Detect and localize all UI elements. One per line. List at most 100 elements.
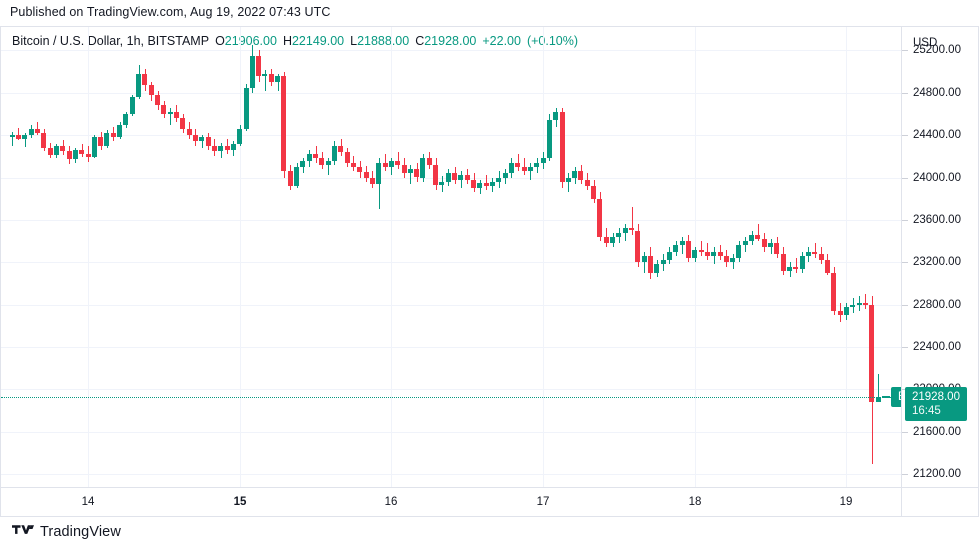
candlestick-body [98,137,103,146]
grid-line-horizontal [1,347,901,348]
candlestick-body [616,232,621,237]
candlestick-wick [625,224,626,242]
legend-high-value: 22149.00 [291,34,345,48]
candlestick-body [749,234,754,242]
candlestick-body [446,173,451,182]
candlestick-body [838,311,843,316]
candlestick-body [79,149,84,155]
legend-low-value: 21888.00 [357,34,410,48]
candlestick-body [332,145,337,161]
time-scale-bottom-border [0,516,979,517]
candlestick-body [806,251,811,256]
candlestick-body [29,128,34,136]
candlestick-body [800,255,805,269]
candlestick-body [673,245,678,252]
current-price-time: 16:45 [912,405,941,417]
candlestick-wick [316,145,317,163]
grid-line-vertical [543,27,544,487]
candlestick-body [187,128,192,136]
grid-line-vertical [846,27,847,487]
candlestick-body [458,175,463,180]
candlestick-body [16,135,21,140]
legend-symbol[interactable]: Bitcoin / U.S. Dollar, 1h, BITSTAMP [12,34,210,48]
candlestick-body [420,158,425,178]
candlestick-body [433,164,438,185]
ticker-badge-btcusd[interactable]: BTCUSD [891,387,901,407]
legend-close-value: 21928.00 [424,34,477,48]
candlestick-body [604,236,609,244]
grid-line-horizontal [1,262,901,263]
candlestick-plot-area[interactable]: BTCUSD [1,27,901,487]
candlestick-body [300,160,305,167]
price-scale-label: 23200.00 [913,256,961,268]
chart-legend[interactable]: Bitcoin / U.S. Dollar, 1h, BITSTAMP O2190… [12,34,578,48]
candlestick-body [768,243,773,248]
time-scale[interactable]: 14 15 16 17 18 19 [1,488,901,516]
candlestick-body [389,160,394,167]
candlestick-body [313,154,318,159]
candlestick-wick [682,236,683,254]
price-scale[interactable]: USD 25200.00 24800.00 24400.00 24000.00 2360… [902,27,979,487]
candlestick-body [667,251,672,261]
candlestick-wick [170,107,171,125]
candlestick-wick [701,241,702,256]
time-scale-label: 18 [688,496,702,508]
candlestick-body [427,158,432,165]
candlestick-body [338,145,343,153]
candlestick-body [661,260,666,265]
grid-line-horizontal [1,178,901,179]
candlestick-body [812,251,817,254]
candlestick-body [212,145,217,151]
grid-line-horizontal [1,305,901,306]
price-scale-separator [901,26,902,517]
candlestick-body [136,73,141,97]
candlestick-body [560,111,565,182]
time-scale-label: 16 [384,496,398,508]
price-scale-tick [902,178,908,179]
candlestick-wick [18,127,19,141]
candlestick-body [250,55,255,89]
candlestick-body [73,149,78,160]
candlestick-body [534,162,539,167]
grid-line-vertical [88,27,89,487]
candlestick-wick [410,164,411,184]
candlestick-body [654,264,659,273]
grid-line-horizontal [1,220,901,221]
candlestick-body [762,238,767,248]
candlestick-body [629,228,634,231]
candlestick-body [825,260,830,273]
candlestick-body [857,302,862,305]
candlestick-body [231,143,236,150]
chart-frame-left-border [0,26,1,517]
candlestick-body [237,128,242,144]
price-scale-label: 21200.00 [913,468,961,480]
candlestick-body [730,258,735,263]
candlestick-body [578,171,583,180]
candlestick-body [850,304,855,307]
grid-line-horizontal [1,135,901,136]
current-price-badge[interactable]: 21928.00 16:45 [905,387,967,421]
candlestick-wick [461,171,462,189]
candlestick-body [149,85,154,95]
price-scale-label: 22400.00 [913,341,961,353]
candlestick-body [180,118,185,129]
candlestick-body [117,124,122,138]
grid-line-vertical [240,27,241,487]
candlestick-body [174,111,179,119]
price-scale-label: 23600.00 [913,214,961,226]
candlestick-body [357,166,362,173]
candlestick-body [294,166,299,186]
candlestick-body [528,166,533,172]
candlestick-body [86,154,91,158]
price-scale-tick [902,93,908,94]
candlestick-body [819,253,824,261]
candlestick-wick [486,175,487,191]
candlestick-body [490,181,495,186]
ticker-badge-connector [882,396,890,398]
candlestick-body [269,73,274,83]
candlestick-body [736,245,741,259]
candlestick-body [111,132,116,138]
candlestick-body [161,105,166,114]
candlestick-wick [398,152,399,170]
candlestick-body [597,198,602,237]
